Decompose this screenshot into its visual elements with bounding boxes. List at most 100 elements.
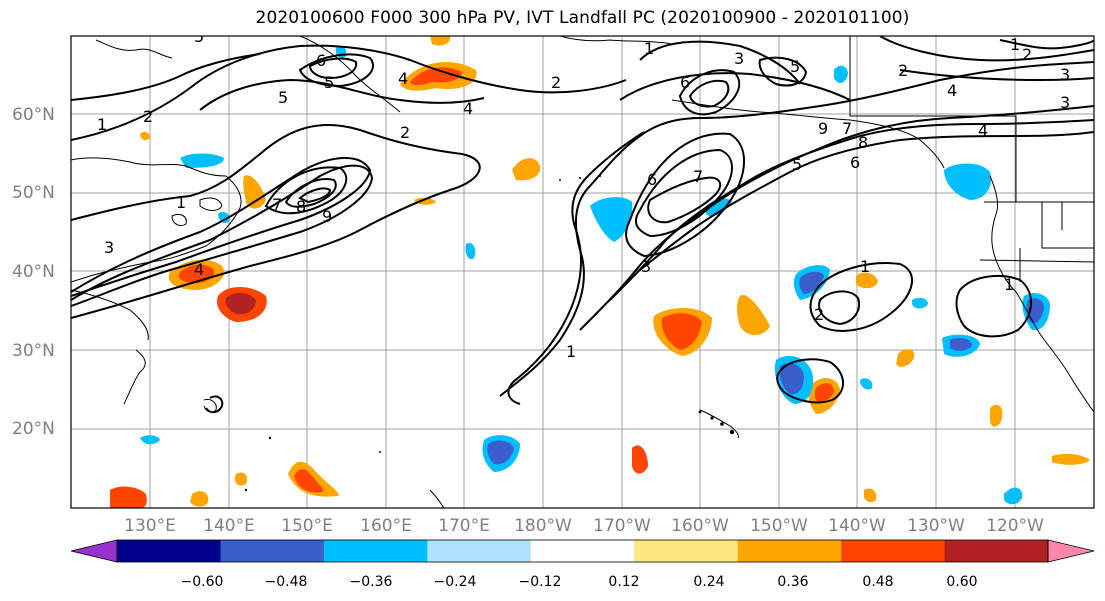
colorbar-tick-label: −0.24 [434,574,477,590]
contour-label: 5 [324,73,334,92]
positive-anomaly [225,292,256,315]
contour-label: 6 [647,170,657,189]
colorbar-tick-label: −0.12 [519,574,562,590]
lat-label: 20°N [12,419,55,439]
lon-label: 170°W [593,516,651,536]
contour-label: 4 [978,121,988,140]
positive-anomaly [140,131,150,141]
positive-anomaly [414,197,436,205]
positive-anomaly [512,158,541,181]
positive-anomaly [856,272,878,289]
lon-label: 130°E [124,516,176,536]
colorbar-extend-min [70,539,118,563]
contour-label: 7 [272,195,282,214]
negative-anomaly [950,338,972,351]
colorbar-tick-label: 0.24 [693,574,724,590]
lat-label: 60°N [12,105,55,125]
lat-labels: 60°N 50°N 40°N 30°N 20°N [12,105,55,439]
contour-label: 3 [104,238,114,257]
positive-anomaly [234,472,248,486]
contour-label: 1 [176,193,186,212]
contour-label: 3 [734,49,744,68]
contour-label: 4 [947,81,957,100]
colorbar-segment [117,540,221,562]
negative-anomaly [799,271,824,294]
contour-label: 2 [400,123,410,142]
colorbar-frame [116,539,1049,563]
colorbar-tick-label: −0.36 [350,574,393,590]
colorbar-segment [634,540,739,562]
contour-label: 7 [693,167,703,186]
positive-anomaly [737,295,770,335]
contour-label: 9 [322,207,332,226]
contour-label: 4 [398,69,408,88]
contour-label: 2 [551,73,561,92]
contour-label: 1 [860,257,870,276]
contour-label: 4 [463,99,473,118]
colorbar-extend-max [1047,539,1095,563]
colorbar-tick-label: 0.36 [777,574,808,590]
colorbar [70,539,1095,563]
positive-anomaly [661,313,702,350]
lon-label: 140°W [828,516,886,536]
islands [244,175,735,492]
contour-label: 6 [680,73,690,92]
negative-anomaly [834,65,848,83]
negative-anomaly [912,297,928,309]
contour-label: 6 [850,153,860,172]
contour-label: 5 [790,57,800,76]
contour-label: 8 [296,197,306,216]
negative-anomaly [465,242,476,260]
lon-label: 180°W [514,516,572,536]
chart-title: 2020100600 F000 300 hPa PV, IVT Landfall… [255,8,910,28]
contour-label: 5 [194,27,204,46]
contour-label: 1 [566,342,576,361]
contour-label: 2 [898,61,908,80]
contour-label: 2 [143,107,153,126]
negative-anomaly [218,212,230,223]
positive-anomaly [294,469,324,493]
lon-label: 160°W [671,516,729,536]
colorbar-segment [530,540,635,562]
lon-label: 140°E [203,516,255,536]
colorbar-segment [944,540,1049,562]
colorbar-tick-label: 0.12 [608,574,639,590]
colorbar-tick-label: 0.48 [862,574,893,590]
contour-label: 1 [1004,275,1014,294]
contour-label: 6 [316,51,326,70]
lon-label: 170°E [438,516,490,536]
negative-anomaly [944,163,992,200]
lon-label: 120°W [986,516,1044,536]
contour-label: 4 [194,260,204,279]
positive-anomaly [632,445,648,474]
lon-label: 150°W [750,516,808,536]
positive-anomaly [190,491,209,507]
negative-anomaly [590,197,633,242]
contour-label: 3 [641,257,651,276]
contour-label: 8 [858,133,868,152]
lon-label: 150°E [281,516,333,536]
colorbar-segment [220,540,325,562]
contour-label: 5 [792,155,802,174]
colorbar-segment [427,540,532,562]
positive-anomaly [896,349,915,367]
lon-label: 130°W [907,516,965,536]
positive-anomaly [1052,453,1090,465]
negative-anomaly [1004,487,1023,505]
pv-contours [71,36,1094,414]
positive-anomaly [814,383,834,403]
negative-anomaly [860,378,873,390]
lat-label: 40°N [12,262,55,282]
positive-anomaly [243,175,266,209]
shaded-anomalies [110,36,1090,508]
contour-label: 3 [1060,93,1070,112]
negative-anomaly [140,435,160,445]
negative-anomaly [487,440,514,465]
positive-anomaly [410,67,462,85]
map-frame [70,35,1095,509]
colorbar-segment [737,540,842,562]
map-panel [71,36,1094,508]
lat-label: 50°N [12,183,55,203]
contour-label: 2 [814,305,824,324]
